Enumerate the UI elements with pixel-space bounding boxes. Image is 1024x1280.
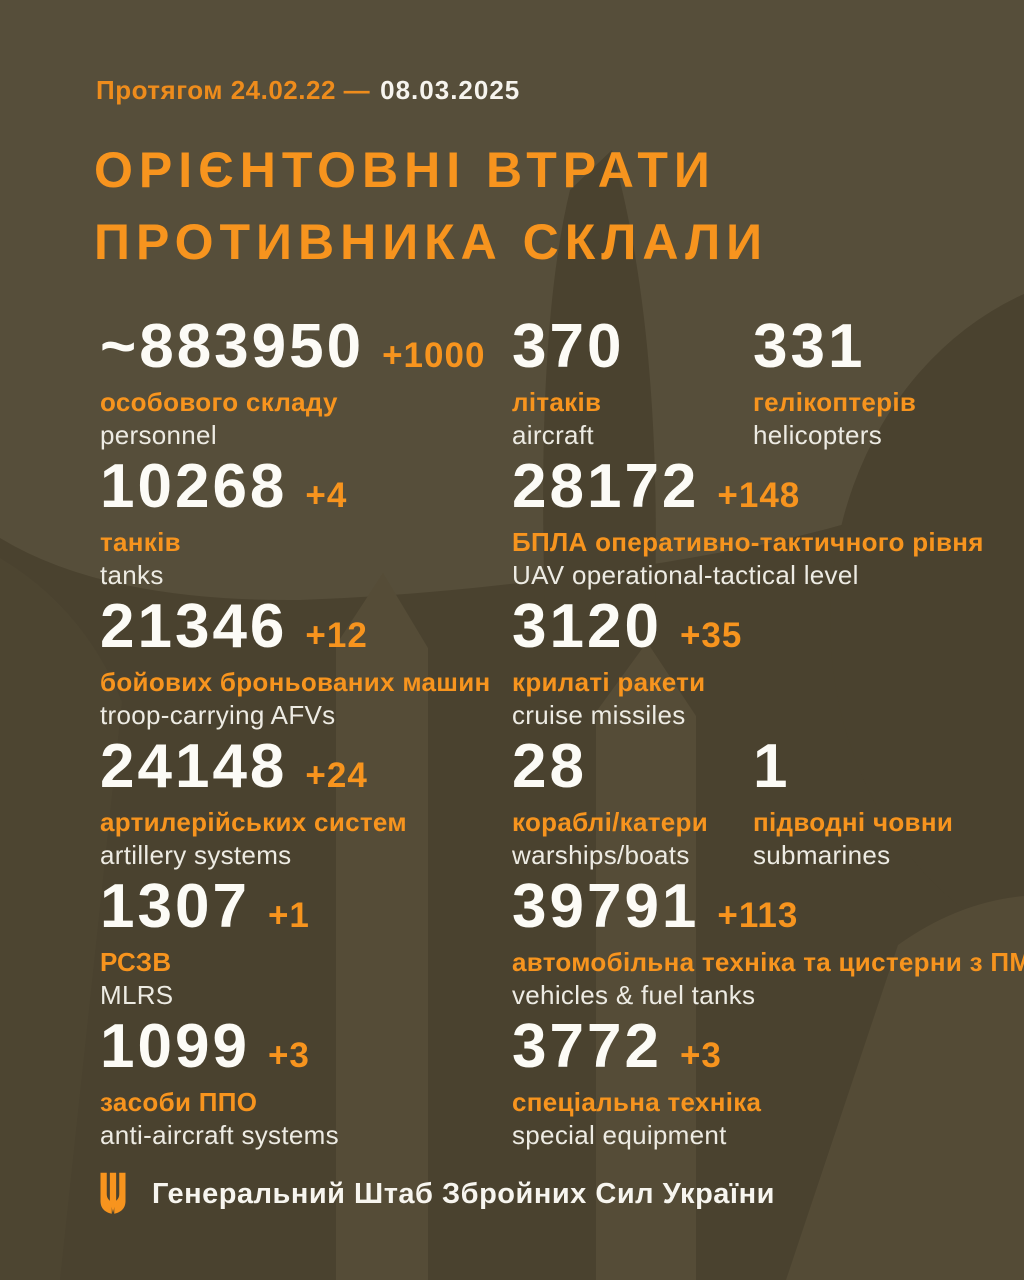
stat-number-line: ~883950 +1000 — [100, 316, 512, 378]
stat-label-english: artillery systems — [100, 839, 292, 870]
stat-total-value: 1099 — [100, 1012, 250, 1081]
stat-number-line: 28 — [512, 736, 753, 798]
stat-label-english: personnel — [100, 419, 217, 450]
stat-item: 24148 +24 артилерійських систем artiller… — [100, 736, 512, 876]
stat-label-english: helicopters — [753, 419, 883, 450]
stat-total-value: 24148 — [100, 732, 288, 801]
title-line-1: ОРІЄНТОВНІ ВТРАТИ — [94, 142, 716, 198]
stat-number-line: 331 — [753, 316, 984, 378]
stat-item: 1099 +3 засоби ППО anti-aircraft systems — [100, 1016, 512, 1156]
stat-total-value: ~883950 — [100, 312, 365, 381]
stat-number-line: 21346 +12 — [100, 596, 512, 658]
stat-label-english: MLRS — [100, 979, 174, 1010]
stat-label-ukrainian: танків — [100, 527, 181, 557]
stat-number-line: 1099 +3 — [100, 1016, 512, 1078]
title-line-2: ПРОТИВНИКА СКЛАЛИ — [94, 214, 769, 270]
stat-daily-increase: +3 — [267, 1036, 310, 1075]
stat-label-english: troop-carrying AFVs — [100, 699, 336, 730]
stat-item: 10268 +4 танків tanks — [100, 456, 512, 596]
stat-number-line: 1307 +1 — [100, 876, 512, 938]
stat-item: 39791 +113 автомобільна техніка та цисте… — [512, 872, 1024, 1016]
stat-daily-increase: +35 — [679, 616, 743, 655]
stat-total-value: 28 — [512, 732, 587, 801]
stats-grid: ~883950 +1000 особового складу personnel… — [100, 316, 1024, 1156]
stat-label-ukrainian: літаків — [512, 387, 602, 417]
stat-label-english: cruise missiles — [512, 699, 686, 730]
stat-label-ukrainian: підводні човни — [753, 807, 954, 837]
stat-item: 331 гелікоптерів helicopters — [753, 316, 984, 456]
stat-label-english: vehicles & fuel tanks — [512, 979, 756, 1010]
stat-number-line: 28172 +148 — [512, 452, 799, 521]
stat-daily-increase: +113 — [717, 896, 799, 935]
stat-number-line: 1 — [753, 736, 984, 798]
report-period: Протягом 24.02.22 — 08.03.2025 — [96, 76, 520, 105]
stat-label-ukrainian: особового складу — [100, 387, 338, 417]
stat-daily-increase: +24 — [305, 756, 368, 795]
footer: Генеральний Штаб Збройних Сил України — [98, 1172, 775, 1216]
tryzub-trident-icon — [100, 1172, 126, 1214]
stat-daily-increase: +4 — [305, 476, 348, 515]
stat-total-value: 331 — [753, 312, 866, 381]
stat-number-line: 370 — [512, 316, 753, 378]
stat-item: ~883950 +1000 особового складу personnel — [100, 316, 512, 456]
stat-daily-increase: +1000 — [382, 336, 486, 375]
stat-item: 28172 +148 БПЛА оперативно-тактичного рі… — [512, 452, 984, 596]
stat-daily-increase: +148 — [717, 476, 801, 515]
stat-item: 370 літаків aircraft — [512, 316, 753, 456]
stat-item: 1 підводні човни submarines — [753, 736, 984, 876]
page-title: ОРІЄНТОВНІ ВТРАТИ ПРОТИВНИКА СКЛАЛИ — [94, 134, 768, 278]
stat-label-ukrainian: гелікоптерів — [753, 387, 917, 417]
stat-daily-increase: +3 — [679, 1036, 722, 1075]
stat-item: 3120 +35 крилаті ракети cruise missiles — [512, 596, 753, 736]
stat-label-ukrainian: засоби ППО — [100, 1087, 258, 1117]
stat-number-line: 3120 +35 — [512, 596, 753, 658]
stat-label-ukrainian: БПЛА оперативно-тактичного рівня — [512, 527, 984, 557]
stat-daily-increase: +1 — [267, 896, 310, 935]
stat-item: 21346 +12 бойових броньованих машин troo… — [100, 596, 512, 736]
stat-item: 1307 +1 РСЗВ MLRS — [100, 876, 512, 1016]
stat-item: 28 кораблі/катери warships/boats — [512, 736, 753, 876]
stat-label-ukrainian: артилерійських систем — [100, 807, 407, 837]
stat-number-line: 39791 +113 — [512, 872, 797, 941]
stat-total-value: 1 — [753, 732, 791, 801]
stat-label-english: tanks — [100, 559, 164, 590]
stat-total-value: 3120 — [512, 592, 662, 661]
stat-label-ukrainian: спеціальна техніка — [512, 1087, 762, 1117]
stat-item: 3772 +3 спеціальна техніка special equip… — [512, 1016, 762, 1156]
report-date: 08.03.2025 — [380, 75, 521, 105]
stat-number-line: 24148 +24 — [100, 736, 512, 798]
stat-label-english: anti-aircraft systems — [100, 1119, 339, 1150]
stat-label-ukrainian: автомобільна техніка та цистерни з ПММ — [512, 947, 1024, 977]
stat-daily-increase: +12 — [305, 616, 368, 655]
source-organization: Генеральний Штаб Збройних Сил України — [152, 1177, 775, 1210]
stat-label-ukrainian: бойових броньованих машин — [100, 667, 491, 697]
stat-total-value: 3772 — [512, 1012, 662, 1081]
stat-total-value: 10268 — [100, 452, 288, 521]
stat-label-ukrainian: крилаті ракети — [512, 667, 706, 697]
stat-label-english: aircraft — [512, 419, 594, 450]
stat-label-english: special equipment — [512, 1119, 727, 1150]
stat-label-english: submarines — [753, 839, 891, 870]
stat-total-value: 1307 — [100, 872, 250, 941]
stat-total-value: 21346 — [100, 592, 288, 661]
stat-total-value: 28172 — [512, 452, 700, 521]
stat-total-value: 370 — [512, 312, 625, 381]
stat-label-ukrainian: РСЗВ — [100, 947, 172, 977]
stat-label-english: warships/boats — [512, 839, 690, 870]
period-start-label: Протягом 24.02.22 — — [96, 75, 371, 105]
stat-total-value: 39791 — [512, 872, 700, 941]
stat-number-line: 10268 +4 — [100, 456, 512, 518]
stat-number-line: 3772 +3 — [512, 1016, 753, 1078]
stat-label-ukrainian: кораблі/катери — [512, 807, 709, 837]
stat-label-english: UAV operational-tactical level — [512, 559, 859, 590]
